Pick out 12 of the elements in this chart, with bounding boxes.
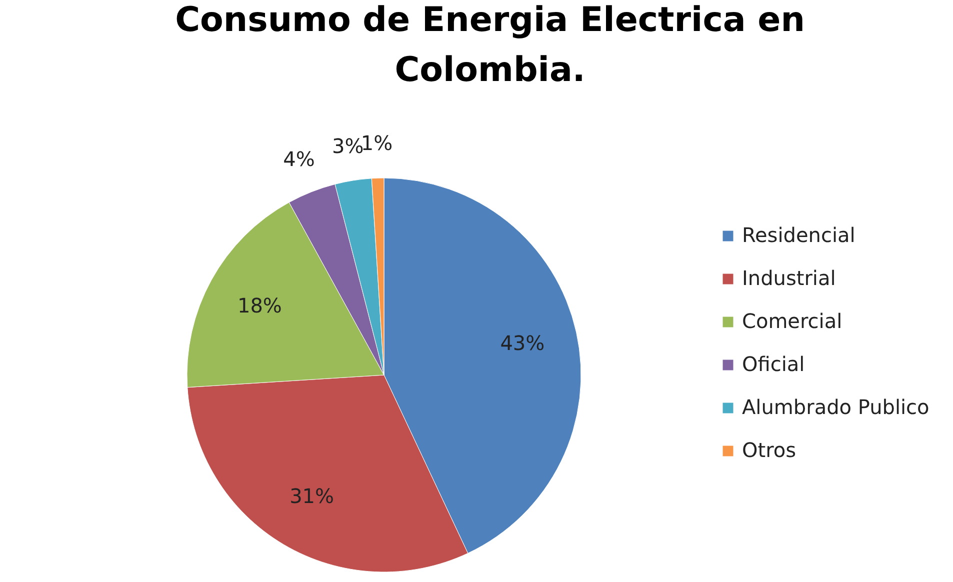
data-label: 43% (500, 331, 545, 356)
legend-label: Otros (742, 438, 796, 462)
data-label: 3% (332, 134, 364, 158)
legend-label: Industrial (742, 266, 836, 290)
data-label: 4% (283, 147, 315, 172)
legend-label: Residencial (742, 223, 856, 247)
legend-label: Alumbrado Publico (742, 395, 930, 419)
legend-label: Oficial (742, 352, 805, 376)
data-label: 18% (237, 294, 282, 318)
data-label: 31% (290, 484, 334, 508)
chart-title: Consumo de Energia Electrica en Colombia. (175, 0, 805, 90)
legend-label: Comercial (742, 309, 842, 333)
